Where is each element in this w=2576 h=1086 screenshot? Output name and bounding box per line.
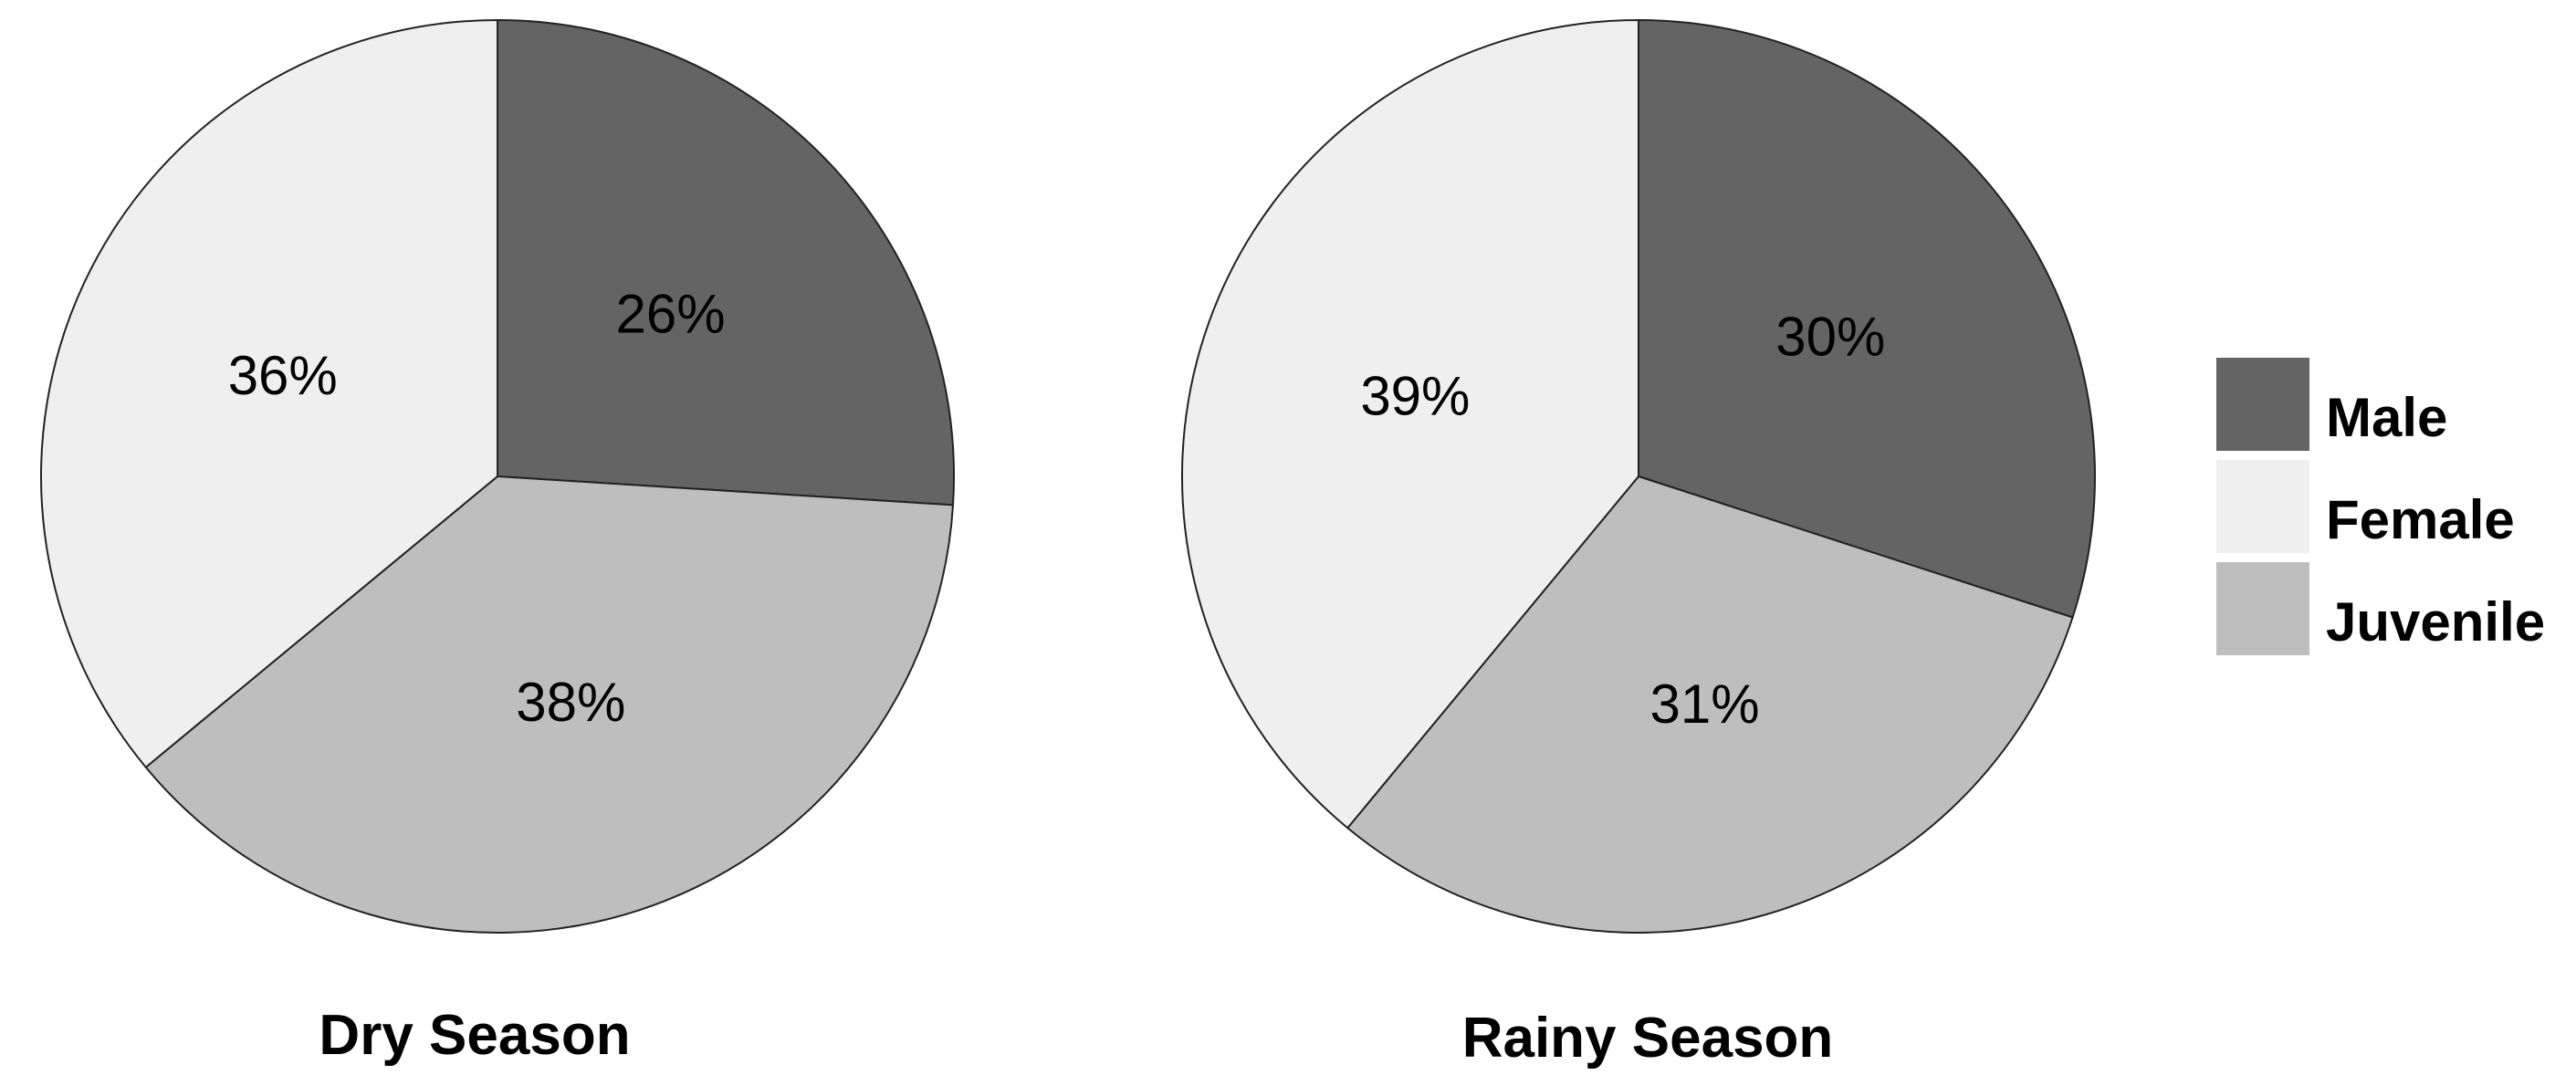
pie-label-rainy-season-juvenile: 31% [1649, 674, 1759, 735]
pie-label-dry-season-male: 26% [615, 284, 725, 345]
legend-label-female: Female [2326, 489, 2515, 550]
pie-slice-rainy-season-juvenile [1346, 475, 2074, 934]
pie-charts-group: 26% 38% 36% 30% 31% 39% [40, 19, 2096, 934]
legend-swatch-juvenile [2216, 562, 2309, 655]
legend-swatch-male [2216, 358, 2309, 451]
pie-slice-dry-season-female [40, 19, 498, 768]
pie-label-rainy-season-female: 39% [1360, 365, 1470, 426]
pie-title-dry-season: Dry Season [319, 1004, 630, 1067]
pie-slice-dry-season-male [497, 19, 955, 506]
pie-slice-rainy-season-female [1181, 19, 1639, 830]
legend-label-male: Male [2326, 387, 2447, 448]
pie-slice-rainy-season-male [1638, 19, 2096, 619]
pie-label-rainy-season-male: 30% [1775, 307, 1885, 368]
pie-title-rainy-season: Rainy Season [1462, 1007, 1834, 1070]
pie-slice-dry-season-juvenile [144, 475, 955, 934]
pie-label-dry-season-female: 36% [228, 345, 338, 406]
legend-swatch-female [2216, 460, 2309, 553]
legend-label-juvenile: Juvenile [2326, 591, 2545, 653]
pie-label-dry-season-juvenile: 38% [516, 672, 625, 733]
legend: Male Female Juvenile [2216, 358, 2545, 655]
